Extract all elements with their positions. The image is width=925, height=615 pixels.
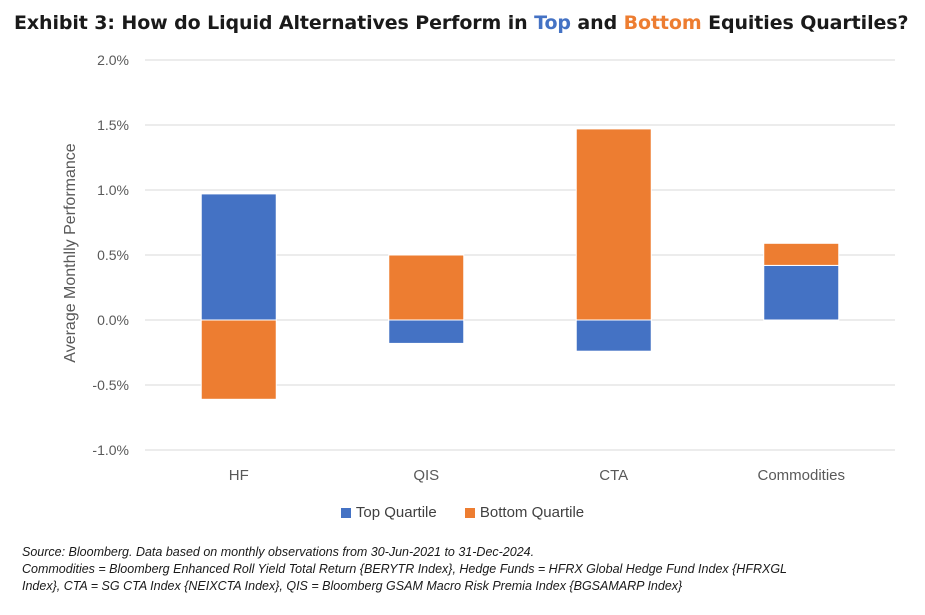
x-tick-label: QIS bbox=[413, 467, 439, 484]
y-tick-label: 0.0% bbox=[97, 312, 129, 328]
bar-bottom-quartile bbox=[388, 254, 465, 321]
legend-swatch-bottom-quartile bbox=[464, 507, 475, 518]
y-tick-label: -0.5% bbox=[92, 377, 129, 393]
legend-swatch-top-quartile bbox=[340, 507, 351, 518]
bar-top-quartile bbox=[200, 193, 277, 321]
title-middle: and bbox=[570, 12, 624, 34]
y-tick-label: 2.0% bbox=[97, 52, 129, 68]
legend-label-bottom-quartile: Bottom Quartile bbox=[479, 504, 585, 521]
source-notes: Source: Bloomberg. Data based on monthly… bbox=[22, 544, 912, 595]
y-tick-label: 1.5% bbox=[97, 117, 129, 133]
bar-top-quartile bbox=[388, 319, 465, 344]
y-tick-label: 1.0% bbox=[97, 182, 129, 198]
title-suffix: Equities Quartiles? bbox=[701, 12, 909, 34]
title-bottom-word: Bottom bbox=[623, 12, 702, 34]
bar-top-quartile bbox=[763, 264, 840, 321]
bar-chart: -1.0% -0.5% 0.0% 0.5% 1.0% 1.5% 2.0% Average Mo… bbox=[62, 52, 895, 484]
y-tick-label: 0.5% bbox=[97, 247, 129, 263]
legend-item-bottom-quartile: Bottom Quartile bbox=[464, 504, 585, 521]
source-note-line: Source: Bloomberg. Data based on monthly… bbox=[22, 545, 535, 559]
x-tick-label: HF bbox=[229, 467, 249, 484]
bar-top-quartile bbox=[575, 319, 652, 352]
chart-legend: Top Quartile Bottom Quartile bbox=[0, 504, 925, 522]
x-tick-label: Commodities bbox=[757, 467, 845, 484]
title-prefix: Exhibit 3: How do Liquid Alternatives Pe… bbox=[14, 12, 535, 34]
bar-bottom-quartile bbox=[575, 128, 652, 321]
legend-label-top-quartile: Top Quartile bbox=[355, 504, 437, 521]
title-top-word: Top bbox=[534, 12, 571, 34]
x-tick-label: CTA bbox=[599, 467, 628, 484]
definitions-note-line: Commodities = Bloomberg Enhanced Roll Yi… bbox=[22, 562, 787, 576]
y-tick-label: -1.0% bbox=[92, 442, 129, 458]
bar-bottom-quartile bbox=[763, 242, 840, 266]
chart-title: Exhibit 3: How do Liquid Alternatives Pe… bbox=[14, 12, 909, 34]
y-axis-label: Average Monthlly Performance bbox=[62, 143, 79, 362]
bar-bottom-quartile bbox=[200, 319, 277, 400]
definitions-note-line: Index}, CTA = SG CTA Index {NEIXCTA Inde… bbox=[22, 579, 683, 593]
legend-item-top-quartile: Top Quartile bbox=[340, 504, 437, 521]
